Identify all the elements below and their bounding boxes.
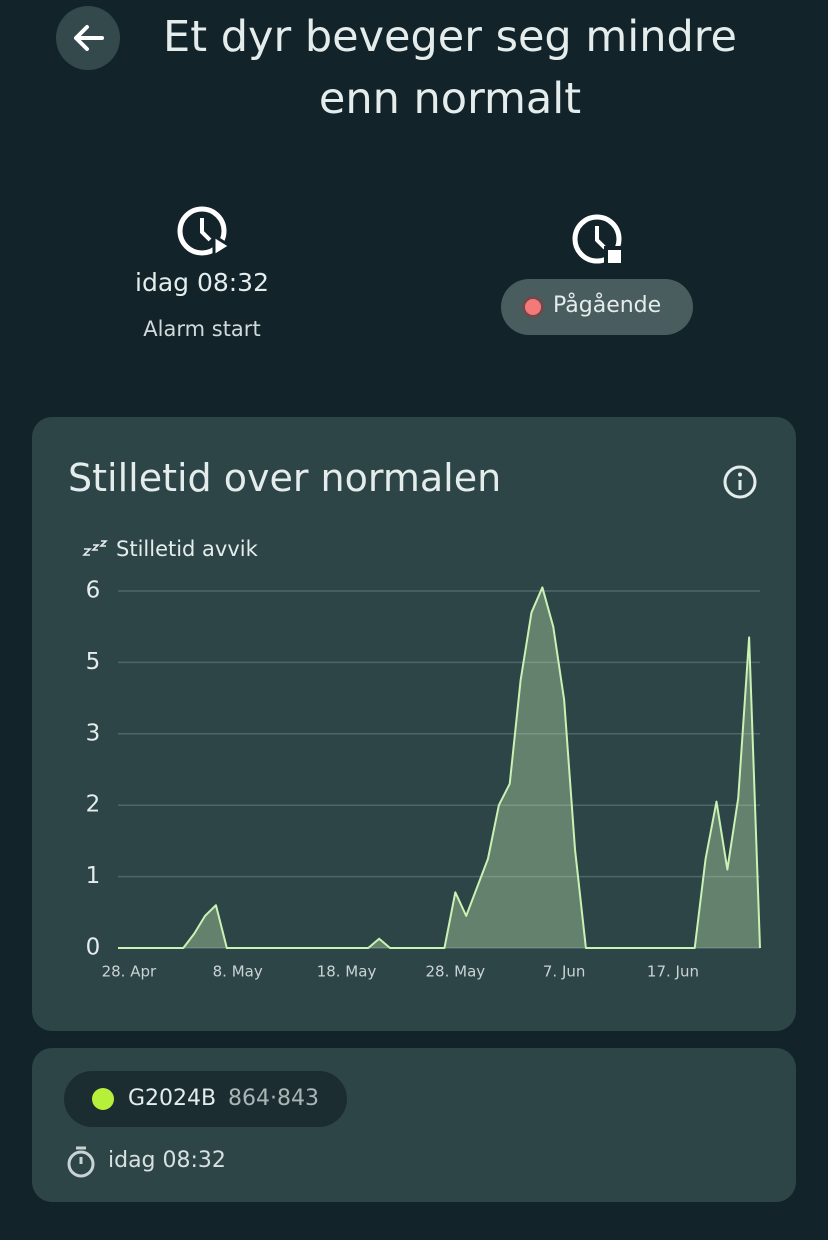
alarm-label: Alarm start	[143, 317, 261, 341]
legend-label: Stilletid avvik	[116, 537, 259, 561]
status-dot	[525, 299, 541, 315]
y-tick-label: 3	[86, 720, 101, 746]
back-icon	[74, 25, 104, 51]
status-pill: Pågående	[501, 279, 693, 335]
status-text: Pågående	[553, 293, 662, 318]
alarm-start-icon	[177, 206, 233, 259]
alarm-time: idag 08:32	[135, 268, 269, 297]
animal-time: idag 08:32	[108, 1148, 226, 1173]
timer-icon	[67, 1146, 95, 1178]
x-tick-label: 17. Jun	[647, 963, 699, 981]
info-icon[interactable]	[720, 462, 760, 502]
x-tick-label: 8. May	[213, 963, 263, 981]
animal-chip[interactable]: G2024B 864·843	[64, 1071, 347, 1127]
x-tick-label: 28. May	[426, 963, 486, 981]
animal-id: 864·843	[228, 1086, 319, 1111]
alarm-end-icon	[572, 214, 624, 266]
legend-icon	[82, 540, 108, 556]
y-tick-label: 6	[86, 578, 101, 604]
card-title: Stilletid over normalen	[68, 456, 502, 500]
series-line	[118, 586, 761, 949]
x-tick-label: 7. Jun	[543, 963, 586, 981]
x-tick-label: 28. Apr	[102, 963, 157, 981]
animal-tag: G2024B	[128, 1086, 217, 1111]
area-fill	[118, 587, 760, 948]
y-tick-label: 2	[86, 792, 101, 818]
y-tick-label: 1	[86, 863, 101, 889]
chart-card	[32, 417, 796, 1031]
page-title: Et dyr beveger seg mindre enn normalt	[163, 12, 737, 124]
animal-dot	[92, 1088, 114, 1110]
y-tick-label: 5	[86, 649, 101, 675]
x-tick-label: 18. May	[317, 963, 377, 981]
back-button[interactable]	[56, 6, 120, 70]
y-tick-label: 0	[86, 935, 101, 961]
